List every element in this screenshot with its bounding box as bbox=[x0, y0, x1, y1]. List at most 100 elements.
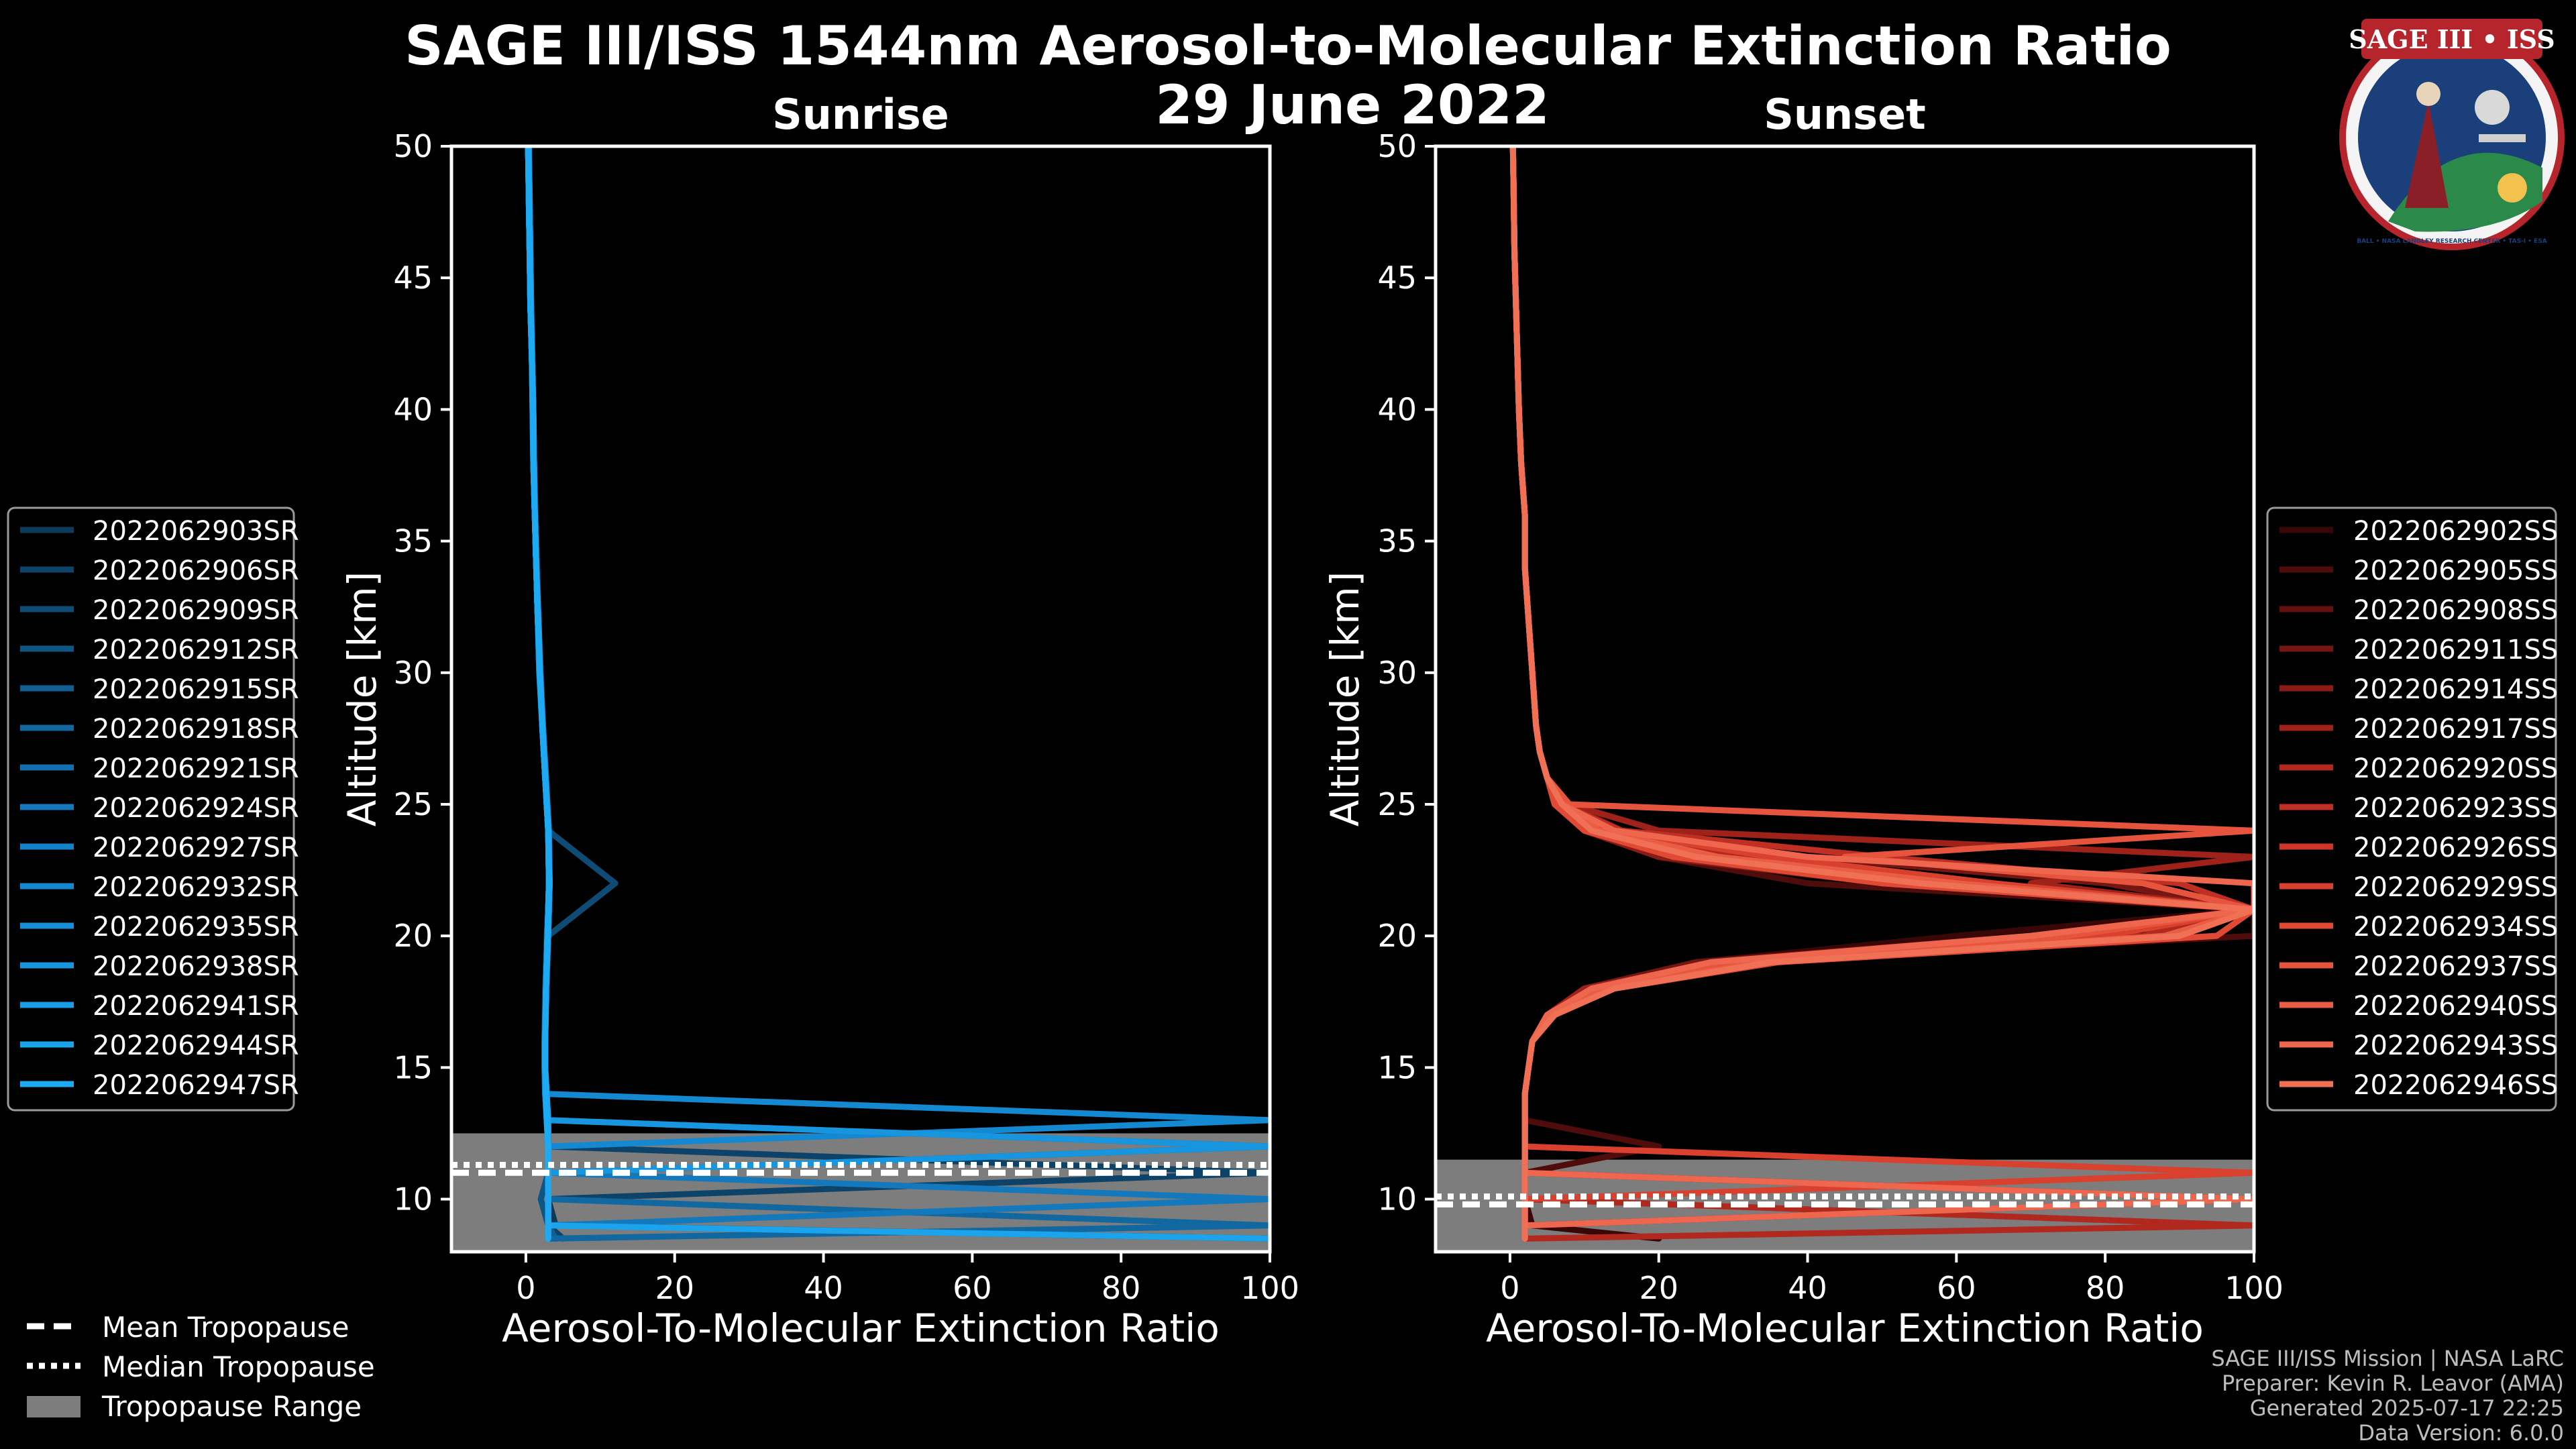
sunset-legend-label: 2022062934SS bbox=[2353, 912, 2558, 943]
sunrise-y-tick-label: 20 bbox=[393, 918, 433, 954]
sunset-x-tick-label: 40 bbox=[1788, 1270, 1827, 1306]
mean-tropopause-label: Mean Tropopause bbox=[102, 1311, 349, 1344]
footer-generated: Generated 2025-07-17 22:25 bbox=[2250, 1395, 2564, 1421]
sunset-legend-label: 2022062917SS bbox=[2353, 714, 2558, 745]
footer-credits: SAGE III/ISS Mission | NASA LaRC Prepare… bbox=[2211, 1346, 2564, 1446]
sunset-legend-label: 2022062923SS bbox=[2353, 793, 2558, 824]
sunset-series-line-2022062940SS bbox=[1509, 146, 2254, 1242]
sunrise-y-tick-label: 30 bbox=[393, 655, 433, 691]
sunrise-legend-label: 2022062941SR bbox=[93, 991, 299, 1022]
sunset-x-tick-label: 20 bbox=[1639, 1270, 1678, 1306]
moon-icon bbox=[2475, 90, 2510, 125]
sunrise-y-ticks: 10 15 20 25 30 35 40 45 50 bbox=[393, 128, 451, 1218]
sunrise-legend-label: 2022062915SR bbox=[93, 674, 299, 705]
sunrise-legend-label: 2022062906SR bbox=[93, 555, 299, 586]
sunrise-legend-frame bbox=[7, 506, 295, 1112]
sunset-legend-label: 2022062937SS bbox=[2353, 951, 2558, 982]
sunrise-legend-label: 2022062944SR bbox=[93, 1030, 299, 1061]
sunrise-legend-label: 2022062935SR bbox=[93, 912, 299, 943]
sunset-legend-label: 2022062926SS bbox=[2353, 833, 2558, 863]
footer-mission: SAGE III/ISS Mission | NASA LaRC bbox=[2211, 1346, 2564, 1371]
sunset-legend-label: 2022062905SS bbox=[2353, 555, 2558, 586]
sage-iii-iss-logo: SAGE III • ISS BALL • NASA LANGLEY RESEA… bbox=[2339, 19, 2565, 250]
sunset-series-line-2022062934SS bbox=[1509, 146, 2254, 1242]
sunset-x-tick-label: 100 bbox=[2224, 1270, 2284, 1306]
sunset-y-tick-label: 25 bbox=[1377, 786, 1417, 822]
sunset-y-tick-label: 30 bbox=[1377, 655, 1417, 691]
figure-title: SAGE III/ISS 1544nm Aerosol-to-Molecular… bbox=[405, 15, 2171, 77]
sunrise-legend: 2022062903SR 2022062906SR 2022062909SR 2022… bbox=[7, 506, 299, 1112]
sunrise-legend-label: 2022062918SR bbox=[93, 714, 299, 745]
sunset-legend-label: 2022062940SS bbox=[2353, 991, 2558, 1022]
sunrise-series-line-2022062912SR bbox=[525, 146, 1270, 1242]
sunset-legend-label: 2022062946SS bbox=[2353, 1070, 2558, 1101]
sunset-series-line-2022062908SS bbox=[1509, 146, 2254, 1242]
sunrise-y-tick-label: 25 bbox=[393, 786, 433, 822]
sunset-series-line-2022062937SS bbox=[1509, 146, 2254, 1242]
sunrise-series-line-2022062903SR bbox=[525, 146, 1270, 1242]
sunset-legend-label: 2022062929SS bbox=[2353, 872, 2558, 903]
sunset-series-line-2022062920SS bbox=[1509, 146, 2254, 1242]
logo-ring-text: BALL • NASA LANGLEY RESEARCH CENTER • TA… bbox=[2357, 238, 2547, 245]
footer-preparer: Preparer: Kevin R. Leavor (AMA) bbox=[2222, 1371, 2564, 1396]
sunrise-legend-label: 2022062924SR bbox=[93, 793, 299, 824]
sun-icon bbox=[2498, 173, 2527, 203]
sunset-y-axis-label: Altitude [km] bbox=[1322, 572, 1368, 826]
sunset-series-line-2022062914SS bbox=[1509, 146, 2254, 1242]
earth-limb-icon bbox=[2388, 152, 2542, 232]
sunrise-y-tick-label: 35 bbox=[393, 523, 433, 559]
sunset-series-line-2022062911SS bbox=[1509, 146, 2254, 1242]
sunset-y-tick-label: 50 bbox=[1377, 128, 1417, 164]
sunrise-panel-title: Sunrise bbox=[772, 90, 949, 139]
sunrise-axes-frame bbox=[449, 144, 1272, 1254]
sunrise-x-tick-label: 0 bbox=[516, 1270, 535, 1306]
sunset-series-group bbox=[1509, 146, 2254, 1242]
sunrise-legend-label: 2022062921SR bbox=[93, 753, 299, 784]
sunset-x-tick-label: 60 bbox=[1937, 1270, 1976, 1306]
wizard-figure-icon bbox=[2405, 101, 2449, 208]
sunrise-panel: Sunrise 0 20 40 60 80 100 101520253035404550 … bbox=[339, 90, 1299, 1351]
sunrise-series-line-2022062924SR bbox=[525, 146, 1270, 1242]
sunrise-x-tick-label: 40 bbox=[804, 1270, 843, 1306]
sunrise-series-line-2022062906SR bbox=[525, 146, 1270, 1242]
sunrise-y-tick-label: 50 bbox=[393, 128, 433, 164]
sunrise-legend-label: 2022062932SR bbox=[93, 872, 299, 903]
sunset-legend-frame bbox=[2266, 506, 2557, 1112]
figure-date: 29 June 2022 bbox=[1155, 74, 1550, 136]
sunset-series-line-2022062929SS bbox=[1509, 146, 2254, 1242]
sunset-y-tick-label: 10 bbox=[1377, 1181, 1417, 1218]
sunset-series-line-2022062905SS bbox=[1509, 146, 2254, 1242]
logo-title: SAGE III • ISS bbox=[2349, 24, 2555, 54]
sunset-plot-area bbox=[1436, 146, 2254, 1252]
sunset-series-line-2022062923SS bbox=[1509, 146, 2254, 1242]
sunrise-legend-label: 2022062927SR bbox=[93, 833, 299, 863]
sunset-y-tick-label: 15 bbox=[1377, 1049, 1417, 1085]
sunrise-legend-label: 2022062947SR bbox=[93, 1070, 299, 1101]
sunrise-series-line-2022062932SR bbox=[525, 146, 1270, 1242]
sunrise-series-line-2022062918SR bbox=[525, 146, 1270, 1242]
sunrise-legend-label: 2022062903SR bbox=[93, 516, 299, 547]
sunrise-x-tick-label: 80 bbox=[1102, 1270, 1141, 1306]
sunrise-y-axis-label: Altitude [km] bbox=[339, 572, 385, 826]
sunset-panel-title: Sunset bbox=[1764, 90, 1926, 139]
sunset-x-tick-label: 80 bbox=[2086, 1270, 2125, 1306]
iss-station-icon bbox=[2479, 134, 2526, 142]
sunset-legend-label: 2022062943SS bbox=[2353, 1030, 2558, 1061]
sunrise-x-axis-label: Aerosol-To-Molecular Extinction Ratio bbox=[502, 1305, 1220, 1351]
sunrise-x-ticks: 0 20 40 60 80 100 bbox=[516, 1252, 1299, 1306]
footer-data-version: Data Version: 6.0.0 bbox=[2358, 1420, 2564, 1446]
sunset-y-tick-label: 45 bbox=[1377, 260, 1417, 296]
sunset-legend-label: 2022062908SS bbox=[2353, 595, 2558, 626]
sunset-y-ticks: 10 15 20 25 30 35 40 45 50 bbox=[1377, 128, 1436, 1218]
sunrise-plot-area bbox=[451, 146, 1270, 1252]
sunset-panel: Sunset 0 20 40 60 80 100 10 15 20 25 30 35 40 45 50 A… bbox=[1322, 90, 2284, 1351]
sunrise-series-line-2022062947SR bbox=[525, 146, 552, 1242]
sunrise-series-line-2022062938SR bbox=[525, 146, 1270, 1242]
tropopause-range-swatch bbox=[27, 1396, 80, 1417]
sunset-legend-label: 2022062911SS bbox=[2353, 635, 2558, 665]
sunrise-x-tick-label: 100 bbox=[1240, 1270, 1299, 1306]
sunset-series-line-2022062946SS bbox=[1509, 146, 2254, 1242]
sunrise-series-group bbox=[525, 146, 1270, 1242]
sunset-y-tick-label: 35 bbox=[1377, 523, 1417, 559]
